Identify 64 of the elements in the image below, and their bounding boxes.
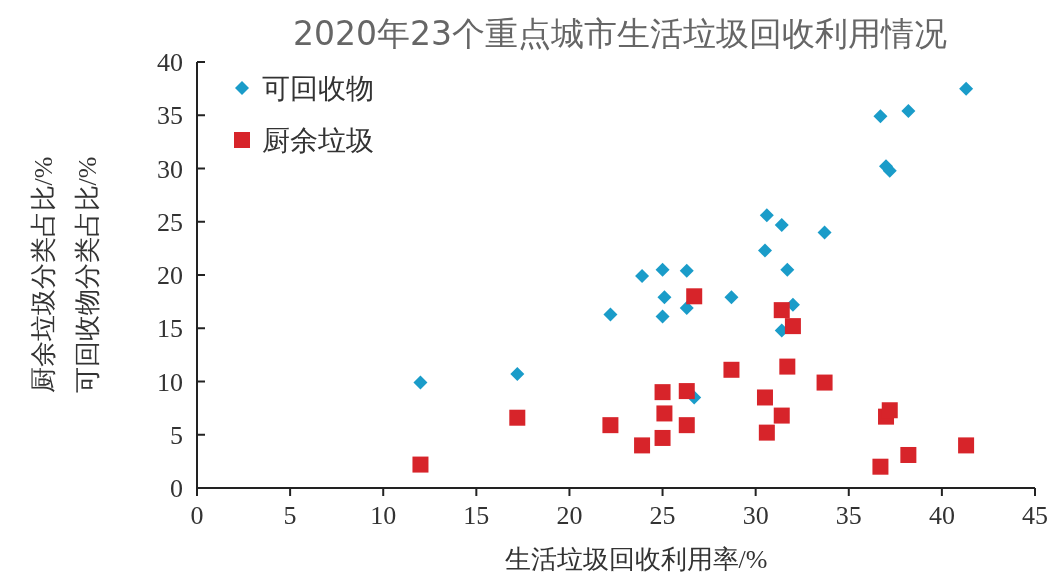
point [817,225,832,240]
point [958,437,975,454]
x-tick-label: 15 [463,501,490,530]
point [679,263,694,278]
x-tick-label: 10 [370,501,397,530]
point [412,456,429,473]
point [635,269,650,284]
point [881,402,898,419]
point [510,367,525,382]
point [678,383,695,400]
point [779,358,796,375]
point [773,407,790,424]
y-tick-label: 25 [157,207,183,237]
x-tick-label: 35 [835,501,862,530]
point [655,262,670,277]
point [780,262,795,277]
point [686,288,703,305]
x-tick-label: 45 [1022,501,1048,530]
point [634,437,651,454]
y-tick-label: 30 [157,154,183,184]
point [655,309,670,324]
point [656,405,673,422]
y-tick-label: 20 [157,261,183,290]
point [413,375,428,390]
x-tick-label: 0 [190,501,204,530]
point [603,307,618,322]
point [759,208,774,223]
point [602,417,619,434]
x-tick-label: 40 [928,501,955,530]
point [816,374,833,391]
point [724,290,739,305]
point [774,217,789,232]
point [959,81,974,96]
x-tick-label: 25 [649,501,676,530]
legend-label: 厨余垃圾 [262,125,374,156]
point [757,243,772,258]
point [872,458,889,475]
point [723,361,740,378]
y-tick-label: 5 [170,420,183,450]
point [657,290,672,305]
x-tick-label: 30 [742,501,769,530]
y-tick-label: 10 [157,367,183,397]
y-tick-label: 15 [157,314,183,344]
y-tick-label: 35 [157,101,183,131]
point [773,302,790,319]
chart-title: 2020年23个重点城市生活垃圾回收利用情况 [293,14,947,53]
y-tick-label: 40 [157,48,183,77]
point [509,409,526,426]
x-tick-label: 5 [283,501,297,530]
point [679,301,694,316]
point [900,446,917,463]
point [654,384,671,401]
point [758,424,775,441]
point [784,318,801,335]
y-axis-title: 厨余垃圾分类占比/% 可回收物分类占比/% [29,156,102,394]
point [901,103,916,118]
point [654,429,671,446]
x-tick-label: 20 [556,501,583,530]
point [756,389,773,406]
point [873,109,888,124]
legend-label: 可回收物 [262,73,374,104]
point [678,417,695,434]
y-tick-label: 0 [170,474,183,503]
x-axis-title: 生活垃圾回收利用率/% [504,545,768,574]
